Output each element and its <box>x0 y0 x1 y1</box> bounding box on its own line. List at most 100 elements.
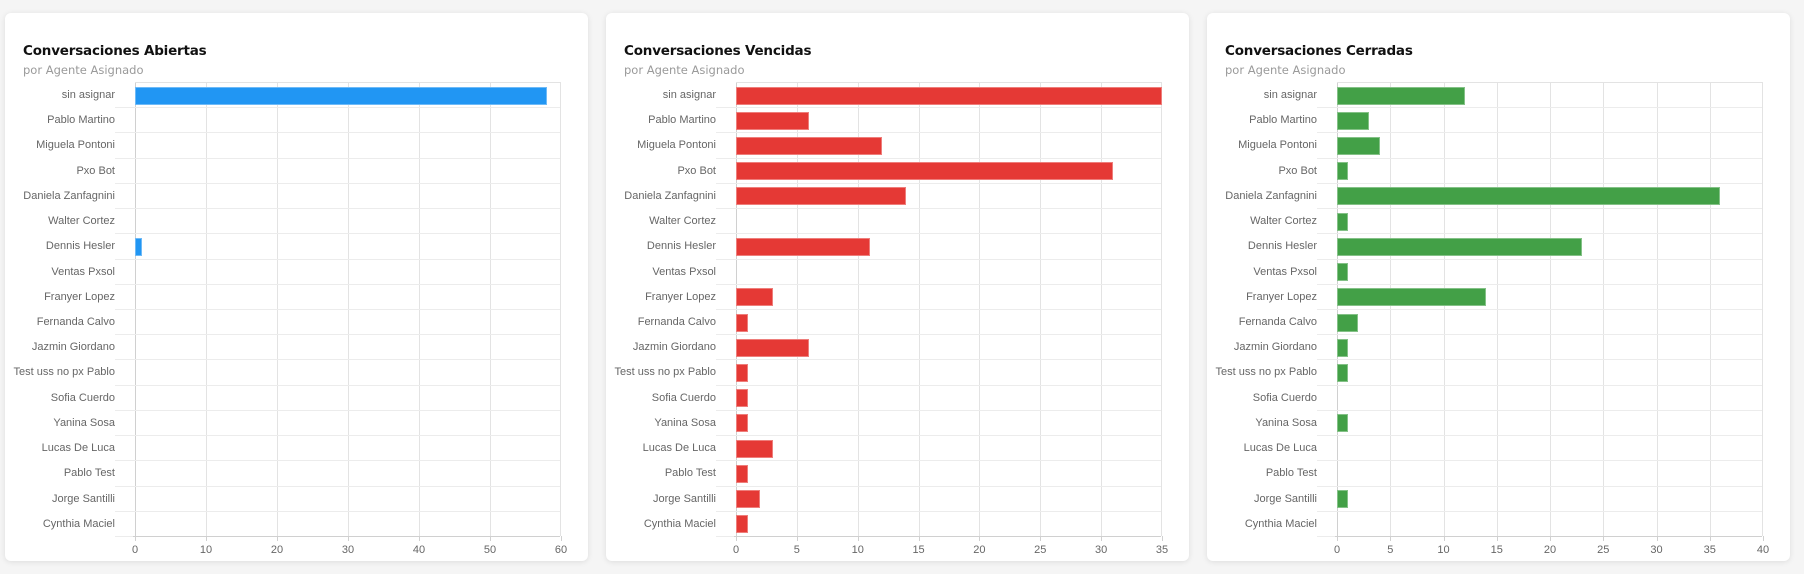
tick-mark <box>561 536 562 541</box>
bar-row: Pablo Test <box>64 461 560 487</box>
bar-row: Jazmin Giordano <box>633 335 1161 361</box>
bar[interactable] <box>135 237 143 256</box>
bar-row: Dennis Hesler <box>1248 234 1762 260</box>
bar-row: Pablo Martino <box>648 108 1161 134</box>
bar[interactable] <box>736 86 1162 105</box>
category-label: Sofia Cuerdo <box>50 391 115 404</box>
category-label: Walter Cortez <box>1250 215 1317 228</box>
bar[interactable] <box>736 162 1114 181</box>
bar[interactable] <box>736 187 907 206</box>
bar[interactable] <box>1337 364 1348 383</box>
bar-row: Sofia Cuerdo <box>51 386 560 411</box>
x-tick-label: 20 <box>270 544 284 556</box>
x-tick-label: 15 <box>1490 544 1503 556</box>
bar[interactable] <box>1337 338 1348 357</box>
tick-mark <box>979 536 981 541</box>
bar-row: Ventas Pxsol <box>51 260 560 285</box>
bar[interactable] <box>1337 162 1348 181</box>
bar-row: Ventas Pxsol <box>652 260 1161 285</box>
bar[interactable] <box>1337 111 1369 130</box>
bar[interactable] <box>1337 490 1348 509</box>
bar-row: Test uss no px Pablo <box>1215 360 1762 386</box>
bar-chart-vencidas[interactable]: sin asignar Pablo Martino Miguela Pontoni P… <box>606 13 1189 561</box>
category-label: Jazmin Giordano <box>1233 341 1317 354</box>
bar[interactable] <box>736 288 773 307</box>
bar[interactable] <box>736 111 810 130</box>
tick-mark <box>1603 536 1605 541</box>
bar-row: Jazmin Giordano <box>1234 335 1762 361</box>
panel-subtitle: por Agente Asignado <box>624 63 745 77</box>
tick-mark <box>1763 536 1764 541</box>
category-label: Yanina Sosa <box>1255 416 1317 429</box>
bar[interactable] <box>736 137 883 156</box>
category-label: Franyer Lopez <box>44 290 115 303</box>
bar[interactable] <box>1337 237 1582 256</box>
bar-row: sin asignar <box>663 83 1162 109</box>
bar[interactable] <box>135 86 547 105</box>
bar[interactable] <box>736 439 773 458</box>
tick-mark <box>1550 536 1551 541</box>
bar-row: Franyer Lopez <box>44 285 560 310</box>
bar-row: Miguela Pontoni <box>637 133 1161 159</box>
bar-row: Jazmin Giordano <box>32 335 560 361</box>
category-label: Franyer Lopez <box>645 290 716 303</box>
bar-row: Daniela Zanfagnini <box>624 184 1161 210</box>
bar[interactable] <box>736 464 749 483</box>
plot-area: sin asignar Pablo Martino Miguela Pontoni P… <box>614 82 1162 537</box>
bar[interactable] <box>1337 263 1348 282</box>
category-label: Fernanda Calvo <box>637 316 716 328</box>
bar-row: Fernanda Calvo <box>1239 310 1762 336</box>
category-label: Daniela Zanfagnini <box>23 189 115 202</box>
bar[interactable] <box>1337 313 1359 332</box>
panel-title: Conversaciones Cerradas <box>1225 43 1413 59</box>
category-label: Sofia Cuerdo <box>1252 391 1317 404</box>
bar-row: Pxo Bot <box>1278 159 1762 184</box>
bar-chart-abiertas[interactable]: sin asignar Pablo Martino Miguela Pontoni P… <box>5 13 588 561</box>
x-tick-label: 40 <box>412 544 426 556</box>
bar[interactable] <box>1337 137 1380 156</box>
x-tick-label: 20 <box>1543 544 1557 556</box>
bar-chart-cerradas[interactable]: sin asignar Pablo Martino Miguela Pontoni P… <box>1207 13 1790 561</box>
tick-mark <box>277 536 278 541</box>
category-label: Test uss no px Pablo <box>1215 366 1317 379</box>
category-label: Lucas De Luca <box>1243 442 1317 455</box>
panel-subtitle: por Agente Asignado <box>1225 63 1346 77</box>
bar[interactable] <box>1337 187 1721 206</box>
category-label: Lucas De Luca <box>41 442 115 455</box>
bar-row: Pxo Bot <box>76 159 560 184</box>
bar[interactable] <box>736 313 749 332</box>
bar[interactable] <box>736 237 870 256</box>
bar[interactable] <box>736 414 749 433</box>
bar-row: Ventas Pxsol <box>1253 260 1762 285</box>
bar[interactable] <box>1337 288 1487 307</box>
bar-row: Cynthia Maciel <box>644 512 1161 537</box>
bar-row: Pxo Bot <box>677 159 1161 184</box>
bar[interactable] <box>736 490 761 509</box>
bar-row: Test uss no px Pablo <box>13 360 560 386</box>
tick-mark <box>1709 536 1711 541</box>
bar-row: Miguela Pontoni <box>1238 133 1762 159</box>
tick-mark <box>1337 536 1338 541</box>
tick-mark <box>348 536 349 541</box>
panel-title: Conversaciones Vencidas <box>624 43 812 59</box>
category-label: Miguela Pontoni <box>637 139 716 152</box>
bar[interactable] <box>1337 86 1465 105</box>
bar[interactable] <box>1337 414 1348 433</box>
bar[interactable] <box>736 364 749 383</box>
category-label: Test uss no px Pablo <box>13 366 115 379</box>
category-label: Dennis Hesler <box>45 240 115 253</box>
category-label: Dennis Hesler <box>1247 240 1317 253</box>
plot-area: sin asignar Pablo Martino Miguela Pontoni P… <box>13 82 561 537</box>
bar[interactable] <box>736 338 810 357</box>
x-tick-label: 25 <box>1034 544 1047 556</box>
bar[interactable] <box>1337 212 1348 231</box>
bar-row: Pablo Martino <box>47 108 560 134</box>
panel-subtitle: por Agente Asignado <box>23 63 144 77</box>
category-label: Pablo Martino <box>47 114 115 127</box>
x-tick-label: 0 <box>131 544 139 556</box>
bar[interactable] <box>736 389 749 408</box>
bar-row: Daniela Zanfagnini <box>23 184 560 210</box>
category-label: Ventas Pxsol <box>652 265 716 278</box>
bar[interactable] <box>736 515 749 534</box>
x-tick-label: 5 <box>1387 544 1394 556</box>
